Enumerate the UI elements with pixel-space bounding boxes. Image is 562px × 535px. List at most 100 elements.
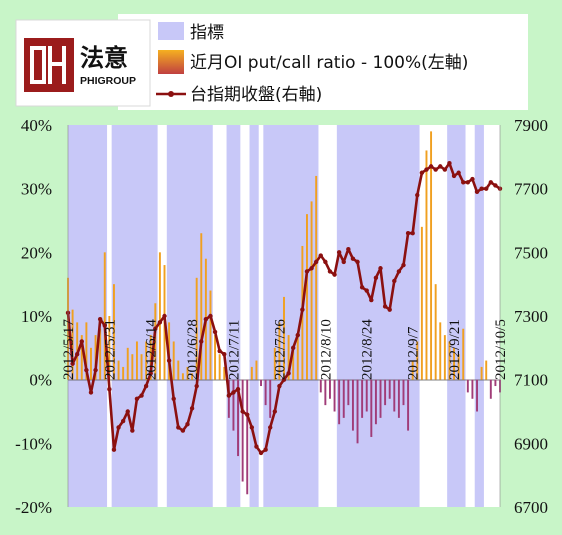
right-tick-label: 7500 — [514, 243, 548, 262]
close-price-point-82 — [442, 167, 448, 172]
close-price-point-63 — [355, 259, 360, 265]
ratio-bar-85 — [457, 354, 460, 380]
ratio-bar-68 — [379, 379, 382, 418]
close-price-point-79 — [428, 164, 434, 169]
x-tick-label: 2012/9/7 — [406, 326, 422, 380]
ratio-bar-76 — [416, 341, 419, 380]
close-price-point-84 — [451, 173, 457, 179]
close-price-point-37 — [235, 387, 241, 392]
ratio-bar-78 — [425, 150, 428, 380]
close-price-point-52 — [304, 269, 310, 274]
company-logo: 法意 PHIGROUP — [15, 19, 151, 107]
close-price-point-29 — [199, 339, 204, 344]
close-price-point-11 — [116, 425, 121, 430]
close-price-point-50 — [295, 332, 300, 338]
close-price-point-7 — [97, 316, 103, 322]
close-price-point-28 — [194, 383, 199, 389]
close-price-point-16 — [139, 393, 144, 398]
close-price-point-19 — [153, 326, 158, 331]
ratio-bar-8 — [103, 252, 106, 380]
x-tick-label: 2012/10/5 — [493, 319, 509, 380]
right-tick-label: 6700 — [514, 498, 548, 517]
close-price-point-31 — [208, 313, 213, 319]
close-price-point-62 — [350, 256, 356, 261]
x-tick-label: 2012/7/11 — [226, 320, 242, 380]
x-axis-labels: 2012/5/17 2012/5/31 2012/6/14 2012/6/28 2012… — [61, 319, 509, 380]
close-price-point-72 — [396, 269, 402, 274]
close-price-point-39 — [245, 412, 250, 417]
ratio-bar-44 — [269, 379, 272, 418]
ratio-bar-66 — [370, 379, 373, 437]
ratio-bar-64 — [361, 379, 364, 418]
close-price-point-64 — [359, 285, 365, 290]
legend: 指標 近月OI put/call ratio - 100%(左軸) 台指期收盤(… — [118, 14, 528, 110]
ratio-bar-14 — [131, 354, 134, 380]
ratio-bar-11 — [117, 360, 120, 380]
left-tick-label: 30% — [21, 180, 52, 199]
close-price-point-13 — [125, 409, 130, 414]
left-axis-ticks: 40% 30% 20% 10% 0% -10% -20% — [15, 116, 52, 517]
close-price-point-36 — [231, 390, 236, 395]
close-price-point-85 — [456, 170, 461, 175]
ratio-bar-32 — [214, 335, 217, 380]
right-tick-label: 6900 — [514, 434, 548, 453]
close-price-point-5 — [88, 390, 94, 395]
right-axis-ticks: 7900 7700 7500 7300 7100 6900 6700 — [514, 116, 548, 517]
ratio-bar-17 — [145, 341, 148, 380]
ratio-bar-39 — [246, 379, 249, 495]
close-price-point-56 — [323, 259, 328, 265]
close-price-point-24 — [176, 425, 181, 430]
close-price-point-93 — [493, 183, 498, 188]
ratio-bar-23 — [172, 341, 175, 380]
ratio-bar-5 — [90, 347, 92, 380]
ratio-bar-75 — [411, 360, 414, 380]
close-price-point-8 — [102, 323, 107, 328]
ratio-bar-29 — [200, 233, 203, 380]
ratio-bar-83 — [448, 341, 451, 380]
ratio-bar-28 — [195, 277, 198, 380]
close-price-point-81 — [438, 164, 443, 169]
ratio-bar-7 — [99, 328, 102, 380]
close-price-point-77 — [419, 170, 425, 175]
close-price-point-6 — [93, 367, 98, 373]
ratio-bar-27 — [191, 373, 194, 380]
ratio-bar-26 — [186, 366, 189, 380]
ratio-bar-18 — [149, 335, 152, 380]
indicator-bands — [68, 125, 484, 507]
close-price-point-42 — [258, 450, 264, 456]
ratio-bar-82 — [443, 335, 446, 380]
indicator-band-6 — [336, 125, 420, 507]
x-tick-label: 2012/6/28 — [185, 319, 201, 380]
close-price-point-83 — [447, 161, 452, 166]
ratio-bar-34 — [223, 366, 226, 380]
ratio-bar-3 — [80, 335, 83, 380]
ratio-bar-12 — [122, 366, 125, 380]
ratio-bar-55 — [319, 379, 322, 393]
x-tick-label: 2012/5/17 — [61, 319, 77, 380]
close-price-point-41 — [254, 444, 259, 449]
close-price-point-66 — [369, 297, 374, 303]
left-tick-label: 20% — [21, 243, 52, 262]
right-tick-label: 7300 — [514, 307, 548, 326]
ratio-bar-87 — [466, 379, 469, 393]
close-price-point-58 — [332, 272, 337, 277]
close-price-point-45 — [272, 409, 278, 414]
close-price-point-67 — [373, 275, 379, 280]
ratio-bar-13 — [126, 347, 129, 380]
left-tick-label: 40% — [21, 116, 52, 135]
close-price-point-2 — [74, 352, 80, 357]
close-price-point-53 — [309, 266, 314, 271]
close-price-point-57 — [327, 269, 333, 274]
ratio-bar-77 — [420, 226, 423, 380]
ratio-bar-37 — [237, 379, 240, 457]
x-tick-label: 2012/9/21 — [447, 319, 463, 380]
close-price-point-14 — [130, 428, 135, 433]
close-price-point-21 — [162, 313, 167, 319]
ratio-bar-43 — [264, 379, 267, 406]
close-price-point-86 — [461, 180, 466, 185]
close-price-point-54 — [313, 259, 319, 265]
ratio-bar-1 — [71, 309, 74, 380]
ratio-bar-47 — [283, 296, 285, 380]
close-price-point-9 — [107, 387, 112, 392]
x-tick-label: 2012/6/14 — [144, 319, 160, 380]
